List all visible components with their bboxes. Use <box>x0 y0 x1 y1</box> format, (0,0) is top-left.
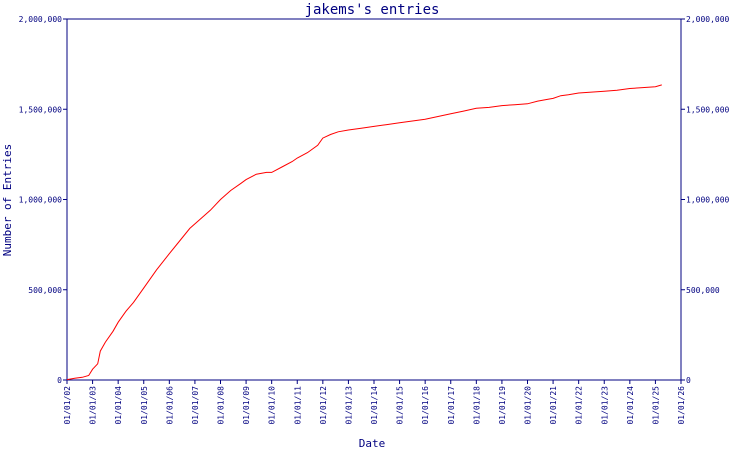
left-y-tick-label: 2,000,000 <box>19 15 63 24</box>
x-tick-label: 01/01/13 <box>344 386 353 425</box>
x-tick-label: 01/01/09 <box>242 386 251 425</box>
series-group <box>66 84 662 381</box>
entries-series-line <box>66 84 662 381</box>
x-tick-label: 01/01/18 <box>472 386 481 425</box>
x-tick-label: 01/01/14 <box>370 386 379 425</box>
x-tick-label: 01/01/23 <box>600 386 609 425</box>
right-y-tick-label: 1,500,000 <box>686 105 730 114</box>
x-tick-label: 01/01/07 <box>191 386 200 425</box>
x-tick-label: 01/01/11 <box>293 386 302 425</box>
x-tick-label: 01/01/17 <box>447 386 456 425</box>
x-tick-label: 01/01/10 <box>268 386 277 425</box>
x-tick-label: 01/01/06 <box>165 386 174 425</box>
right-y-tick-label: 1,000,000 <box>686 196 730 205</box>
x-axis: 01/01/02 01/01/03 01/01/04 01/01/05 01/01/06… <box>63 380 686 425</box>
left-y-tick-label: 0 <box>57 376 62 385</box>
x-tick-label: 01/01/15 <box>396 386 405 425</box>
left-y-axis: 0 500,000 1,000,000 1,500,000 2,000,000 <box>19 15 67 385</box>
right-y-axis: 0 500,000 1,000,000 1,500,000 2,000,000 <box>681 15 730 385</box>
x-tick-label: 01/01/22 <box>575 386 584 425</box>
x-tick-label: 01/01/26 <box>677 386 686 425</box>
x-tick-label: 01/01/12 <box>319 386 328 425</box>
right-y-tick-label: 0 <box>686 376 691 385</box>
left-y-tick-label: 500,000 <box>28 286 62 295</box>
x-tick-label: 01/01/20 <box>524 386 533 425</box>
right-y-tick-label: 2,000,000 <box>686 15 730 24</box>
x-tick-label: 01/01/03 <box>89 386 98 425</box>
y-axis-label: Number of Entries <box>1 144 14 257</box>
x-tick-label: 01/01/16 <box>421 386 430 425</box>
x-tick-label: 01/01/25 <box>651 386 660 425</box>
x-axis-label: Date <box>359 437 386 450</box>
right-y-tick-label: 500,000 <box>686 286 720 295</box>
chart-title: jakems's entries <box>305 2 440 18</box>
x-tick-label: 01/01/05 <box>140 386 149 425</box>
x-tick-label: 01/01/08 <box>217 386 226 425</box>
x-tick-label: 01/01/21 <box>549 386 558 425</box>
x-tick-label: 01/01/19 <box>498 386 507 425</box>
x-tick-label: 01/01/04 <box>114 386 123 425</box>
left-y-tick-label: 1,500,000 <box>19 105 63 114</box>
x-tick-label: 01/01/02 <box>63 386 72 425</box>
x-tick-label: 01/01/24 <box>626 386 635 425</box>
left-y-tick-label: 1,000,000 <box>19 196 63 205</box>
